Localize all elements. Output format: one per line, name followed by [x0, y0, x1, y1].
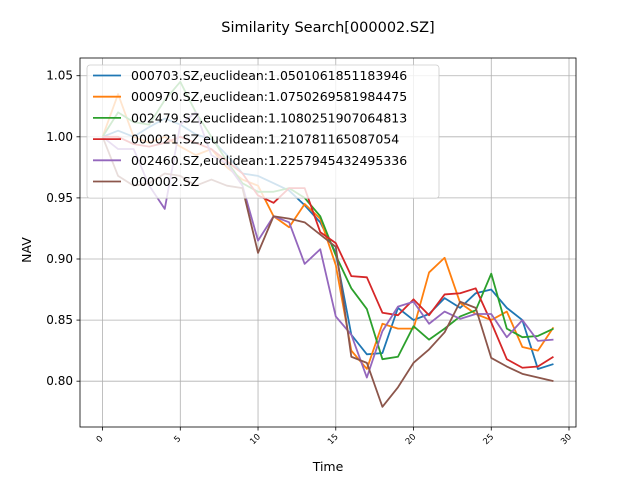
y-tick-label: 0.90 [46, 252, 73, 266]
legend-label-5: 000002.SZ [131, 174, 199, 189]
legend-label-3: 000021.SZ,euclidean:1.210781165087054 [131, 132, 399, 147]
legend: 000703.SZ,euclidean:1.0501061851183946 00… [86, 64, 440, 199]
y-tick-label: 1.05 [46, 69, 73, 83]
legend-box [86, 64, 440, 199]
legend-label-1: 000970.SZ,euclidean:1.0750269581984475 [131, 89, 407, 104]
x-tick-label: 5 [172, 434, 183, 445]
y-tick-label: 0.85 [46, 313, 73, 327]
axes-frame [79, 57, 577, 428]
x-tick-label: 0 [95, 434, 106, 445]
y-tick-label: 0.80 [46, 374, 73, 388]
chart-title: Similarity Search[000002.SZ] [221, 20, 434, 36]
legend-label-4: 002460.SZ,euclidean:1.2257945432495336 [131, 153, 407, 168]
ticks: 0 5 10 15 20 25 300.800.850.900.951.001.05 [46, 69, 574, 447]
y-tick-label: 0.95 [46, 191, 73, 205]
x-axis-label: Time [312, 459, 344, 474]
legend-label-0: 000703.SZ,euclidean:1.0501061851183946 [131, 68, 407, 83]
legend-label-2: 002479.SZ,euclidean:1.1080251907064813 [131, 110, 407, 125]
y-axis-label: NAV [19, 237, 34, 263]
y-tick-label: 1.00 [46, 130, 73, 144]
